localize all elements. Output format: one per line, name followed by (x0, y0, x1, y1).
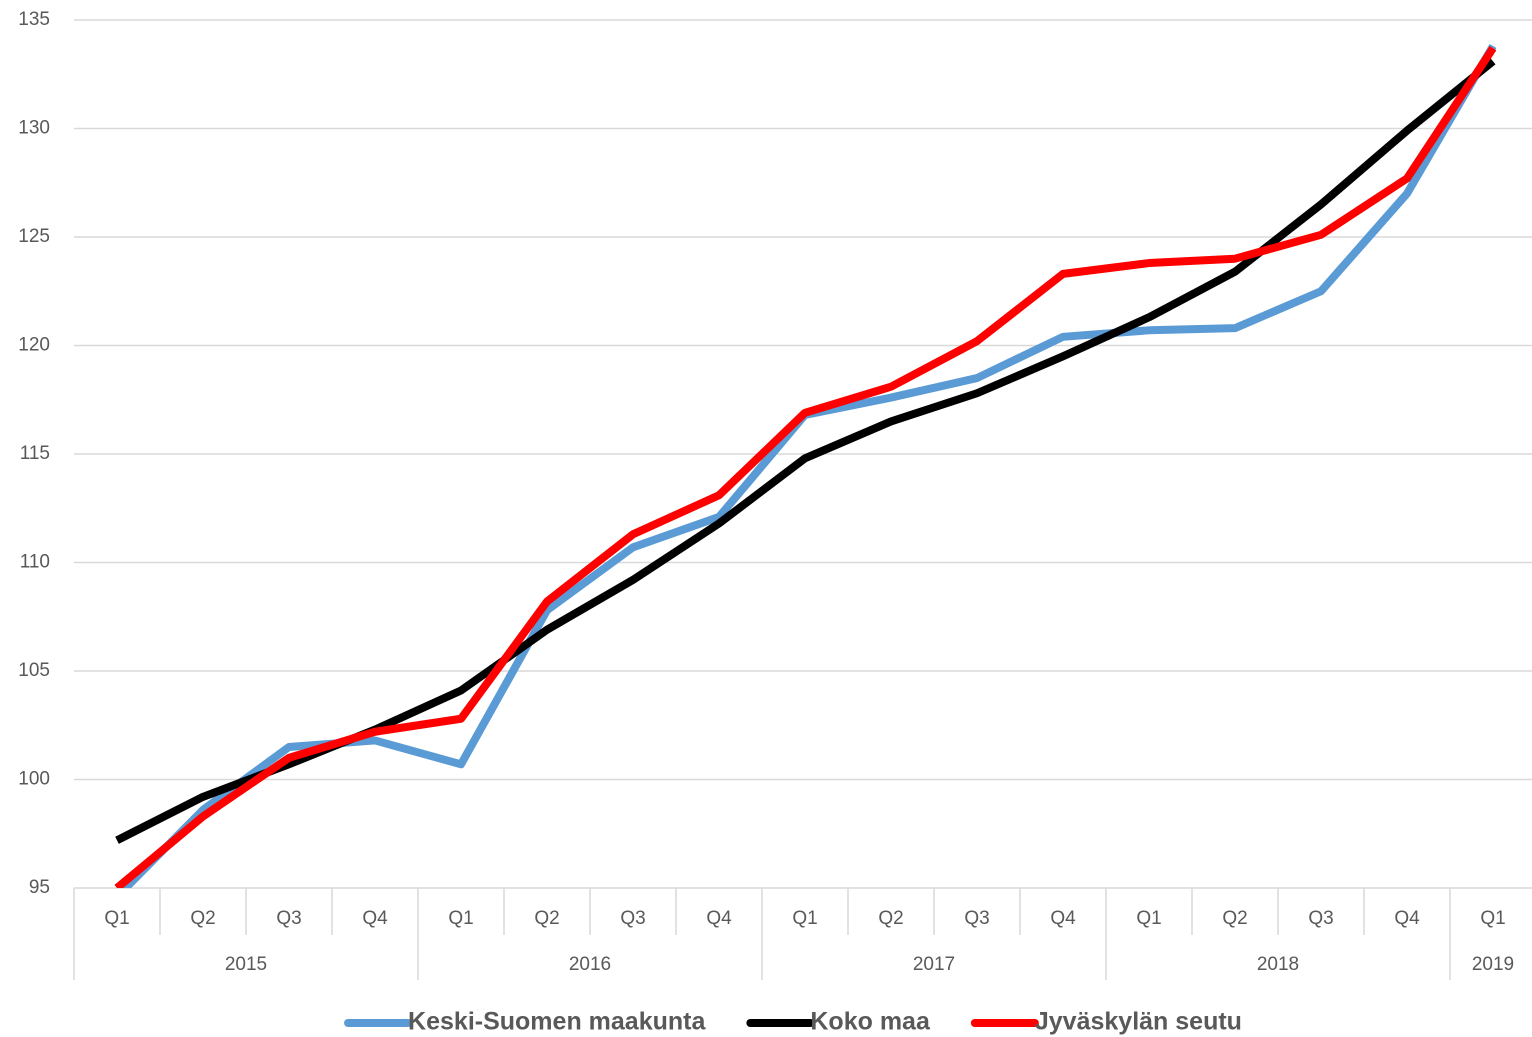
x-group-label: 2015 (225, 954, 267, 975)
legend: Keski-Suomen maakunta Koko maa Jyväskylän … (344, 1008, 1242, 1036)
legend-label: Jyväskylän seutu (1035, 1008, 1242, 1036)
y-tick-label: 95 (29, 877, 50, 898)
x-tick-label: Q1 (104, 908, 129, 929)
y-tick-label: 100 (18, 769, 50, 790)
x-tick-label: Q3 (276, 908, 301, 929)
legend-label: Koko maa (810, 1008, 931, 1036)
x-group-label: 2016 (569, 954, 611, 975)
y-tick-label: 130 (18, 118, 50, 139)
x-group-label: 2019 (1472, 954, 1514, 975)
y-tick-label: 135 (18, 9, 50, 30)
x-group-label: 2018 (1257, 954, 1299, 975)
x-tick-label: Q1 (1480, 908, 1505, 929)
x-tick-label: Q3 (620, 908, 645, 929)
x-tick-label: Q4 (1050, 908, 1076, 929)
series-line (115, 58, 1496, 844)
x-group-label: 2017 (913, 954, 955, 975)
series-line (119, 44, 1497, 888)
legend-label: Keski-Suomen maakunta (408, 1008, 706, 1036)
y-tick-label: 120 (18, 335, 50, 356)
x-tick-label: Q3 (1308, 908, 1333, 929)
x-tick-label: Q4 (706, 908, 732, 929)
x-tick-label: Q4 (1394, 908, 1420, 929)
x-tick-label: Q2 (534, 908, 559, 929)
y-tick-label: 105 (18, 660, 50, 681)
x-tick-label: Q3 (964, 908, 989, 929)
x-tick-label: Q1 (792, 908, 817, 929)
x-tick-label: Q2 (1222, 908, 1247, 929)
plot-area (114, 44, 1497, 888)
x-tick-label: Q1 (448, 908, 473, 929)
x-tick-label: Q2 (878, 908, 903, 929)
y-tick-label: 110 (20, 552, 50, 573)
x-tick-label: Q1 (1136, 908, 1161, 929)
x-tick-label: Q2 (190, 908, 215, 929)
series-line (114, 46, 1497, 888)
y-tick-label: 115 (20, 443, 50, 464)
y-tick-label: 125 (18, 226, 50, 247)
x-tick-label: Q4 (362, 908, 388, 929)
